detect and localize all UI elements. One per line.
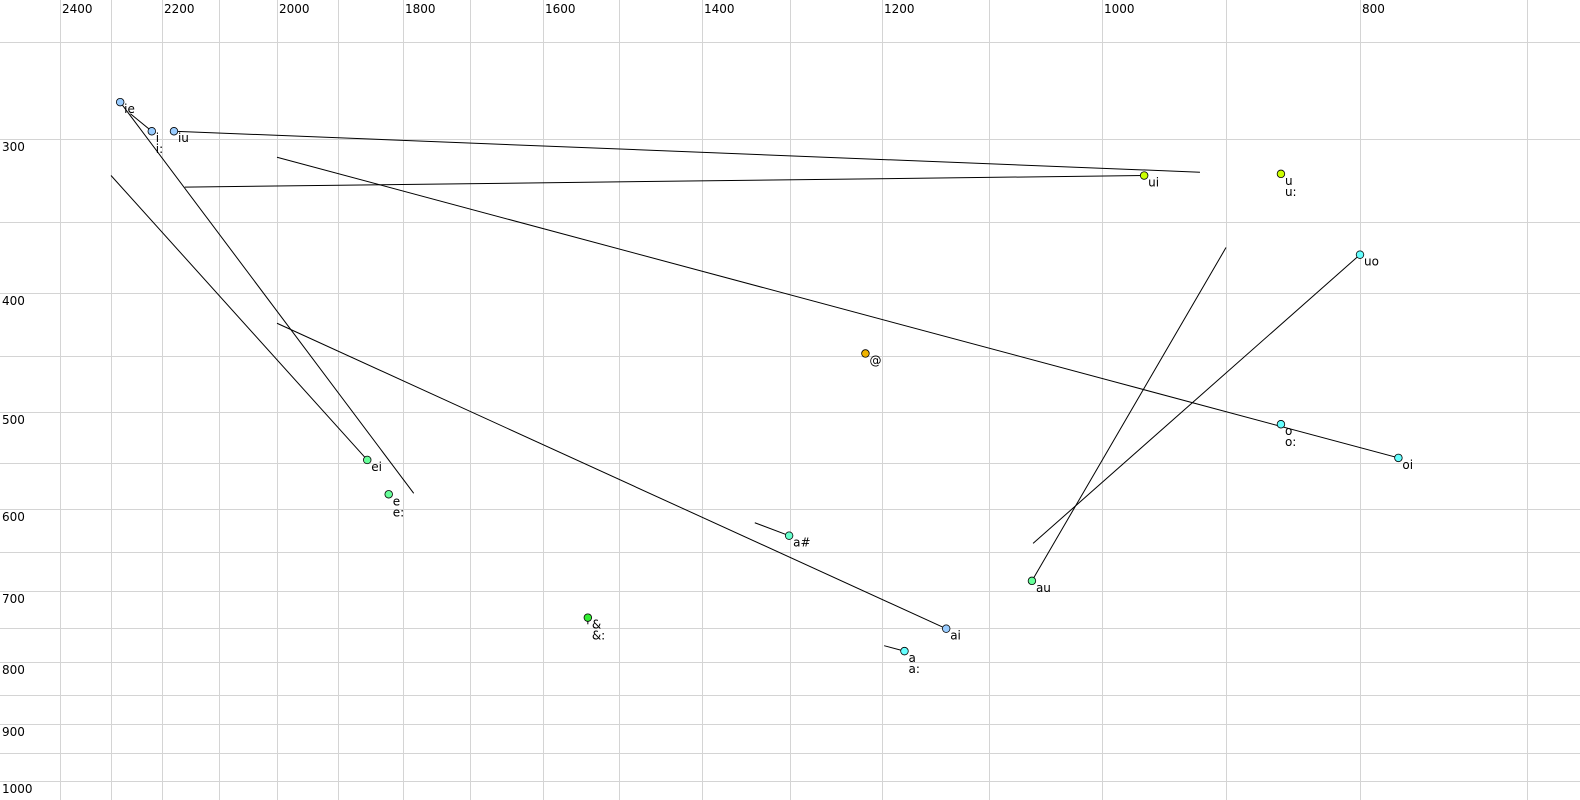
vowel-label: o (1285, 424, 1292, 438)
vowel-point (1276, 420, 1286, 429)
trajectory-uo (1032, 254, 1361, 544)
vowel-point (1355, 250, 1365, 259)
vowel-label: e (393, 494, 400, 508)
vowel-point (169, 127, 179, 136)
vowel-label: ai (950, 629, 961, 643)
vowel-label: & (592, 618, 601, 632)
y-tick-label: 300 (2, 140, 25, 154)
y-tick-label: 700 (2, 592, 25, 606)
x-tick-label: 1600 (545, 2, 576, 16)
x-tick-label: 1000 (1104, 2, 1135, 16)
vowel-label-long: e: (393, 505, 404, 519)
trajectory-au (1031, 247, 1227, 582)
vowel-label: ie (124, 102, 135, 116)
vowel-point (900, 646, 909, 656)
vowel-label: ei (371, 460, 382, 474)
vowel-label: iu (178, 131, 189, 145)
trajectory-ui (184, 175, 1145, 188)
x-axis-ticks: 2400 2200 2000 1800 1600 1400 1200 1000 800 (62, 2, 1385, 16)
x-tick-label: 1800 (405, 2, 436, 16)
x-tick-label: 2400 (62, 2, 93, 16)
trajectory-i (130, 113, 153, 132)
y-tick-label: 500 (2, 413, 25, 427)
vowel-point (147, 127, 156, 136)
x-tick-label: 2000 (279, 2, 310, 16)
trajectories (110, 101, 1399, 652)
y-tick-label: 400 (2, 294, 25, 308)
vowel-label-long: a: (908, 662, 919, 676)
y-axis-ticks: 300 400 500 600 700 800 900 1000 (2, 140, 33, 796)
vowel-point (784, 531, 794, 540)
x-tick-label: 1400 (704, 2, 735, 16)
vowel-point (583, 613, 593, 622)
trajectory-a# (754, 522, 790, 537)
vowel-label: a (908, 651, 915, 665)
x-tick-label: 1200 (884, 2, 915, 16)
y-tick-label: 1000 (2, 782, 33, 796)
vowel-label: u (1285, 174, 1293, 188)
vowel-label-long: &: (592, 629, 605, 643)
y-tick-label: 800 (2, 663, 25, 677)
y-tick-label: 600 (2, 510, 25, 524)
trajectory-oi (276, 156, 1399, 459)
trajectory-ei (110, 175, 368, 461)
vowel-label: oi (1402, 458, 1413, 472)
vowel-point (942, 624, 951, 633)
trajectory-iu (173, 130, 1200, 173)
vowel-point (1276, 169, 1286, 179)
x-tick-label: 800 (1362, 2, 1385, 16)
vowel-label: a# (793, 536, 810, 550)
vowel-label-long: i: (156, 142, 163, 156)
vowel-point (363, 455, 372, 465)
vowel-label: i (156, 131, 159, 145)
trajectory-ie (119, 101, 415, 494)
vowel-label-long: o: (1285, 435, 1296, 449)
vowel-label: ui (1148, 176, 1159, 190)
vowel-point (115, 97, 125, 107)
vowel-label-long: u: (1285, 185, 1297, 199)
vowel-point (861, 349, 870, 358)
vowel-point (384, 490, 393, 499)
vowel-label: au (1036, 581, 1051, 595)
trajectory-ai (276, 322, 947, 630)
vowel-point (1027, 576, 1037, 586)
y-tick-label: 900 (2, 725, 25, 739)
vowel-label: uo (1364, 255, 1379, 269)
x-tick-label: 2200 (164, 2, 195, 16)
vowel-label: @ (869, 353, 881, 367)
vowel-point (1394, 453, 1403, 463)
vowel-point (1139, 171, 1149, 180)
